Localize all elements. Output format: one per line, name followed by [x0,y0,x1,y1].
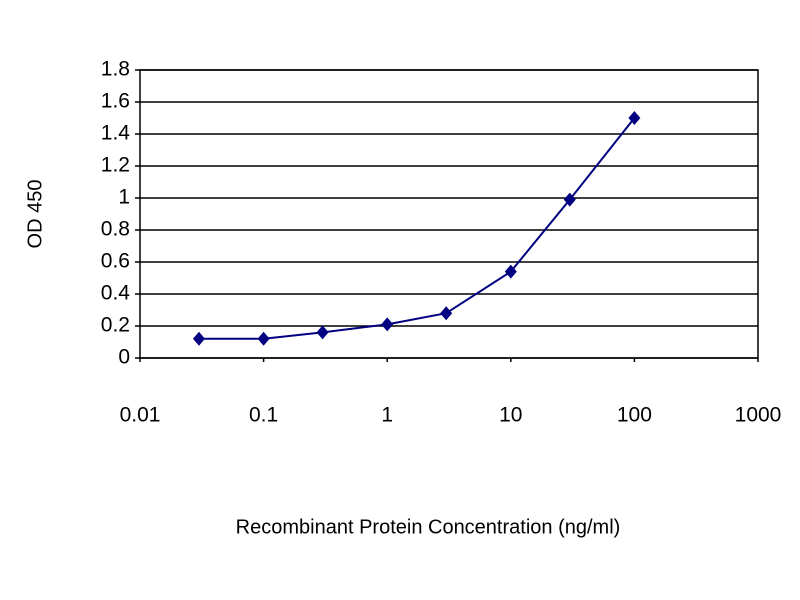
x-tick-label: 0.01 [120,404,161,427]
y-tick-label: 0.6 [101,250,130,273]
y-tick-label: 0.8 [101,218,130,241]
y-tick-label: 1.4 [101,122,131,145]
x-tick-label: 1 [381,404,393,427]
data-point [257,331,270,346]
data-point [563,192,576,207]
data-point [628,111,641,125]
data-point [316,325,329,340]
x-axis-label: Recombinant Protein Concentration (ng/ml… [236,516,621,538]
data-point [504,264,517,279]
data-line [198,117,636,340]
y-tick-label: 0.2 [101,314,130,337]
y-tick-label: 1.2 [101,154,130,177]
x-tick-label: 10 [499,404,522,427]
data-point [192,331,205,346]
y-tick-label: 1 [118,186,130,209]
x-tick-label: 0.1 [249,404,278,427]
y-tick-label: 0.4 [101,282,131,305]
data-point [440,306,453,321]
y-tick-label: 0 [118,346,130,369]
x-tick-label: 1000 [735,404,782,427]
y-tick-label: 1.6 [101,90,130,113]
y-axis-label: OD 450 [24,180,46,249]
x-tick-label: 100 [617,404,652,427]
data-point [381,317,394,332]
y-tick-label: 1.8 [101,58,130,81]
